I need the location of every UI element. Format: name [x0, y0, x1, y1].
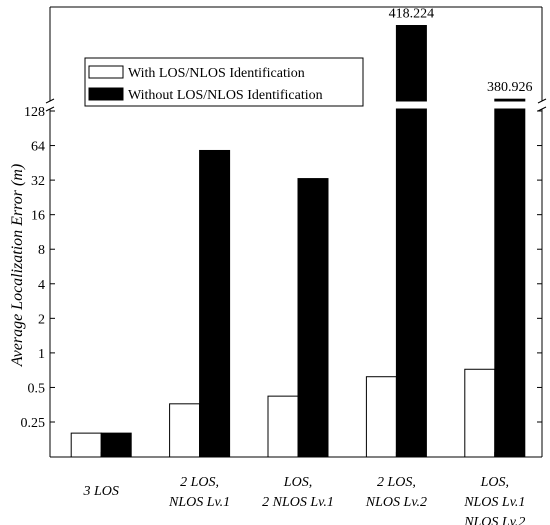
- x-tick-label: 3 LOS: [82, 484, 118, 499]
- y-axis-label: Average Localization Error (m): [9, 164, 26, 368]
- x-tick-label: 2 LOS,: [180, 475, 219, 490]
- axis-break-mark: [45, 106, 55, 112]
- data-labels: 418.224 380.926: [389, 7, 533, 96]
- y-axis-ticks: 0.25 0.5 1 2 4 8 16 32 64 128: [21, 105, 542, 431]
- data-label: 418.224: [389, 7, 435, 22]
- legend: With LOS/NLOS Identification Without LOS/…: [84, 57, 364, 107]
- bar: [267, 395, 299, 458]
- bar: [365, 376, 397, 458]
- legend-label: Without LOS/NLOS Identification: [128, 88, 323, 103]
- legend-swatch: [88, 65, 124, 79]
- x-tick-label: NLOS Lv.2: [463, 515, 525, 525]
- legend-box: [84, 57, 364, 107]
- x-axis-tick-labels: 3 LOS 2 LOS, NLOS Lv.1 LOS, 2 NLOS Lv.1 2 LOS…: [82, 452, 525, 525]
- axes: [45, 6, 547, 458]
- y-tick-label: 4: [38, 278, 45, 293]
- x-tick-label: LOS,: [283, 475, 312, 490]
- y-tick-label: 16: [31, 209, 45, 224]
- x-tick-label: NLOS Lv.1: [168, 495, 230, 510]
- legend-swatch: [88, 87, 124, 101]
- bar: [494, 108, 526, 458]
- x-tick-label: 2 LOS,: [377, 475, 416, 490]
- y-tick-label: 128: [24, 105, 45, 120]
- axis-break-mark: [45, 98, 55, 104]
- x-tick-label: LOS,: [480, 475, 509, 490]
- y-tick-label: 32: [31, 174, 45, 189]
- axis-break-mark: [537, 98, 547, 104]
- bar: [464, 368, 496, 458]
- bar: [169, 403, 201, 458]
- legend-label: With LOS/NLOS Identification: [128, 66, 305, 81]
- y-tick-label: 0.25: [21, 416, 46, 431]
- x-tick-label: NLOS Lv.2: [365, 495, 427, 510]
- x-tick-label: 2 NLOS Lv.1: [262, 495, 334, 510]
- data-label: 380.926: [487, 80, 533, 95]
- y-tick-label: 2: [38, 312, 45, 327]
- bar: [395, 108, 427, 458]
- bars: [70, 25, 526, 458]
- axis-break-mark: [537, 106, 547, 112]
- y-tick-label: 8: [38, 243, 45, 258]
- bar: [100, 432, 132, 458]
- bar: [395, 25, 427, 102]
- y-tick-label: 64: [31, 140, 45, 155]
- y-tick-label: 1: [38, 347, 45, 362]
- bar: [494, 98, 526, 102]
- y-tick-label: 0.5: [28, 381, 46, 396]
- bar: [199, 149, 231, 458]
- x-tick-label: NLOS Lv.1: [463, 495, 525, 510]
- bar: [297, 178, 329, 458]
- bar: [70, 432, 102, 458]
